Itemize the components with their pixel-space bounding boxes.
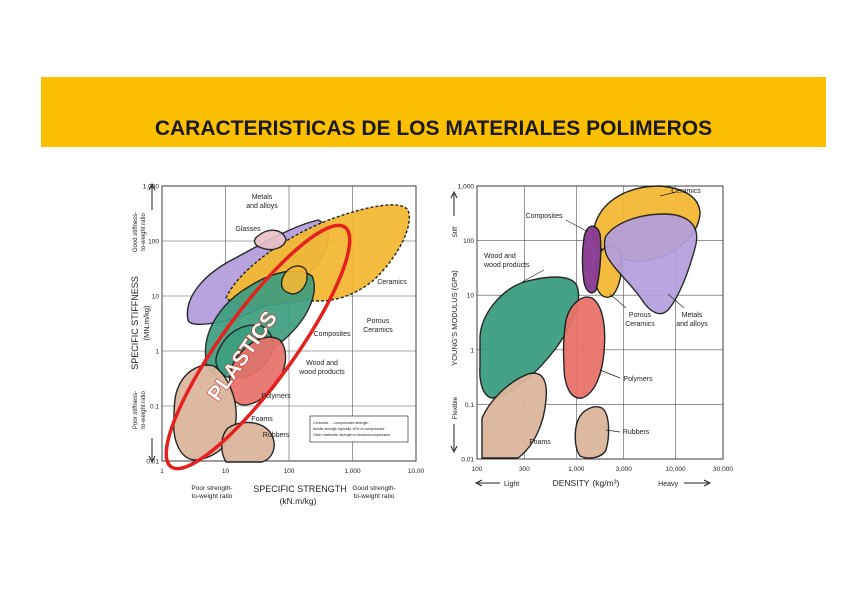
left-label-polymers: Polymers — [261, 393, 291, 400]
left-y-arrow-up — [148, 182, 156, 210]
right-x-tick-label: 1,000 — [568, 466, 585, 473]
left-note-2: tensile strength typically 10% of compre… — [313, 427, 385, 431]
left-y-low-note: Poor stiffness-to-weight ratio — [133, 390, 147, 429]
right-y-high-note: Stiff — [452, 226, 459, 237]
left-label-wood: Wood and wood products — [298, 360, 345, 376]
left-label-ceramics: Ceramics — [377, 279, 407, 286]
left-y-tick-label: 1 — [155, 349, 159, 356]
right-label-foams: Foams — [529, 439, 551, 446]
right-x-tick-label: 30,000 — [713, 466, 733, 473]
left-x-ticks: 1 10 100 1,000 10,00 — [160, 468, 424, 475]
right-x-tick-label: 300 — [519, 466, 530, 473]
right-leader-lines — [521, 191, 685, 433]
left-x-low-note: Poor strength-to-weight ratio — [191, 485, 232, 500]
right-x-ticks: 100 300 1,000 3,000 10,000 30,000 — [472, 466, 734, 473]
right-x-tick-label: 10,000 — [666, 466, 686, 473]
left-x-label: SPECIFIC STRENGTH — [253, 484, 347, 494]
left-x-tick-label: 10,00 — [408, 468, 425, 475]
left-x-tick-label: 100 — [284, 468, 295, 475]
left-x-tick-label: 10 — [222, 468, 230, 475]
right-x-arrow-right — [684, 479, 712, 487]
left-y-arrow-down — [148, 438, 156, 464]
left-x-high-note: Good strength-to-weight ratio — [352, 485, 395, 500]
right-regions — [479, 185, 701, 459]
left-notes-box: Ceramics: ... compressive strength tensi… — [309, 415, 409, 443]
right-label-porous: Porous Ceramics — [625, 312, 655, 328]
left-y-unit: (MN.m/kg) — [142, 305, 151, 340]
right-region-metals — [603, 213, 698, 315]
left-label-foams: Foams — [251, 416, 273, 423]
page-title: CARACTERISTICAS DE LOS MATERIALES POLIME… — [154, 117, 713, 140]
left-note-1: Ceramics: ... compressive strength — [313, 421, 368, 425]
right-y-tick-label: 100 — [463, 238, 474, 245]
right-y-ticks: 0.01 0.1 1 10 100 1,000 — [458, 184, 475, 464]
right-region-composites — [581, 225, 602, 294]
left-y-tick-label: 10 — [152, 294, 160, 301]
title-banner: CARACTERISTICAS DE LOS MATERIALES POLIME… — [41, 77, 826, 147]
left-region-porous — [280, 265, 308, 295]
right-x-arrow-left — [474, 479, 500, 487]
left-x-tick-label: 1,000 — [344, 468, 361, 475]
right-region-polymers — [562, 296, 606, 399]
left-x-tick-label: 1 — [160, 468, 164, 475]
right-y-tick-label: 1 — [470, 347, 474, 354]
left-note-3: Other materials: strength in tension/com… — [313, 433, 390, 437]
left-label-metals: Metals and alloys — [246, 194, 278, 210]
left-label-glasses: Glasses — [235, 226, 261, 233]
right-y-tick-label: 10 — [467, 293, 475, 300]
left-y-tick-label: 0.1 — [150, 404, 159, 411]
left-region-glasses — [253, 229, 287, 251]
right-x-label: DENSITY (kg/m³) — [553, 478, 620, 488]
right-region-foams — [481, 372, 548, 459]
left-x-unit: (kN.m/kg) — [280, 496, 317, 506]
left-region-rubbers — [221, 421, 275, 463]
left-y-label: SPECIFIC STIFFNESS — [130, 276, 140, 370]
right-y-arrow-down — [450, 424, 458, 454]
left-label-composites: Composites — [314, 331, 351, 338]
left-y-tick-label: 100 — [148, 239, 159, 246]
right-chart: Ceramics Composites Wood and wood product… — [450, 184, 733, 489]
right-label-polymers: Polymers — [623, 376, 653, 383]
left-chart: PLASTICS Metals and alloys Glasses Cerami… — [130, 182, 425, 506]
left-y-tick-label: 0.01 — [146, 459, 159, 466]
right-x-low-note: Light — [504, 481, 519, 488]
right-region-rubbers — [574, 406, 610, 459]
right-label-rubbers: Rubbers — [623, 429, 650, 436]
right-y-tick-label: 0.1 — [465, 402, 474, 409]
right-y-low-note: Flexible — [452, 396, 459, 419]
right-label-composites: Composites — [526, 213, 563, 220]
plastics-highlight-ellipse — [164, 223, 352, 471]
right-x-high-note: Heavy — [658, 481, 678, 488]
right-label-metals: Metals and alloys — [676, 312, 708, 328]
left-region-labels: Metals and alloys Glasses Ceramics Compos… — [235, 194, 407, 439]
left-regions — [173, 204, 410, 463]
right-y-tick-label: 1,000 — [458, 184, 475, 191]
right-label-ceramics: Ceramics — [671, 188, 701, 195]
right-region-labels: Ceramics Composites Wood and wood product… — [483, 188, 708, 446]
right-x-tick-label: 100 — [472, 466, 483, 473]
left-label-porous: Porous Ceramics — [363, 318, 393, 334]
right-y-tick-label: 0.01 — [461, 457, 474, 464]
right-x-tick-label: 3,000 — [616, 466, 633, 473]
right-y-arrow-up — [450, 190, 458, 216]
right-label-wood: Wood and wood products — [483, 253, 530, 269]
right-y-label: YOUNG'S MODULUS (GPa) — [450, 270, 459, 366]
left-y-high-note: Good stiffness-to-weight ratio — [133, 212, 147, 252]
left-label-rubbers: Rubbers — [263, 432, 290, 439]
